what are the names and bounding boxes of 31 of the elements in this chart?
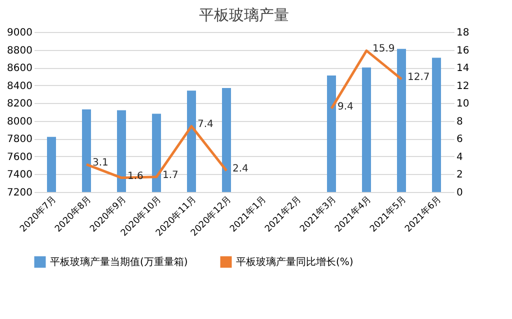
data-label: 7.4 xyxy=(198,119,214,130)
y2-tick-label: 16 xyxy=(456,45,470,56)
y2-tick-label: 12 xyxy=(456,80,470,92)
y-tick-label: 7800 xyxy=(7,134,32,146)
chart-title: 平板玻璃产量 xyxy=(199,6,289,24)
y-tick-label: 7600 xyxy=(7,152,32,163)
y2-tick-label: 0 xyxy=(456,188,463,198)
y-tick-label: 8200 xyxy=(7,98,32,110)
data-label: 9.4 xyxy=(338,101,354,112)
data-label: 3.1 xyxy=(92,157,108,168)
y2-tick-label: 10 xyxy=(456,98,470,110)
y-tick-label: 8000 xyxy=(7,116,32,128)
legend-label: 平板玻璃产量同比增长(%) xyxy=(236,256,354,268)
data-label: 15.9 xyxy=(372,44,395,55)
y2-tick-label: 18 xyxy=(456,28,470,38)
y-tick-label: 7400 xyxy=(7,170,32,181)
y-tick-label: 8600 xyxy=(7,63,32,74)
y2-tick-label: 2 xyxy=(456,170,463,181)
y2-tick-label: 14 xyxy=(456,63,470,74)
y-tick-label: 8800 xyxy=(7,45,32,56)
y2-tick-label: 4 xyxy=(456,152,463,163)
y2-tick-label: 8 xyxy=(456,116,463,128)
data-label: 2.4 xyxy=(232,164,248,175)
y-tick-label: 8400 xyxy=(7,80,32,92)
y2-tick-label: 6 xyxy=(456,134,463,146)
y-tick-label: 7200 xyxy=(7,188,32,198)
data-label: 1.6 xyxy=(128,170,144,182)
y-tick-label: 9000 xyxy=(7,28,32,38)
legend-label: 平板玻璃产量当期值(万重量箱) xyxy=(50,256,188,268)
data-label: 12.7 xyxy=(408,72,430,84)
data-label: 1.7 xyxy=(162,170,178,181)
